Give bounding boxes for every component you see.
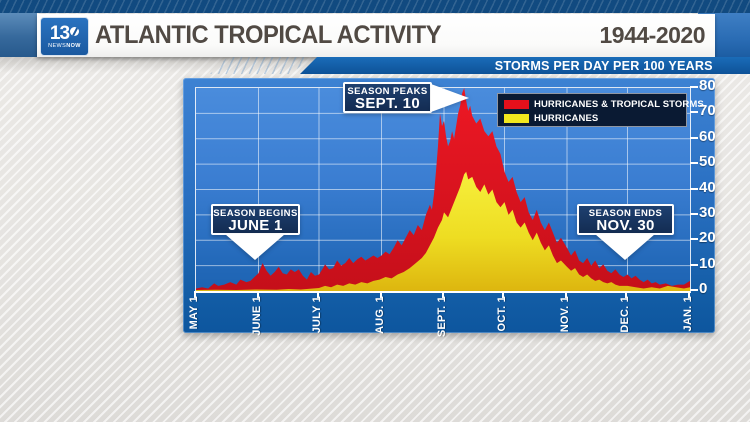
callout-ends-label: SEASON ENDS <box>588 208 663 219</box>
logo-news-text: NEWS <box>48 42 67 49</box>
callout-ends-value: NOV. 30 <box>596 217 655 234</box>
station-name: NEWSNOW <box>48 43 81 49</box>
chart-subtitle: STORMS PER DAY PER 100 YEARS <box>494 58 713 73</box>
y-axis-label: 30 <box>699 203 716 221</box>
chart-legend: HURRICANES & TROPICAL STORMS HURRICANES <box>497 93 704 127</box>
subtitle-hatch-decoration <box>210 57 310 74</box>
x-axis-tick <box>256 291 259 298</box>
storms-swatch-icon <box>504 100 529 109</box>
callout-peaks-label: SEASON PEAKS <box>347 86 428 97</box>
header-left-accent <box>0 13 37 57</box>
callout-ends-arrow-icon <box>595 234 655 260</box>
x-axis-tick <box>194 291 196 298</box>
y-axis-tick <box>690 162 698 165</box>
hurricanes-swatch-icon <box>504 114 529 123</box>
y-axis-label: 60 <box>699 127 716 145</box>
x-axis-tick <box>442 291 444 298</box>
x-axis-label: MAY 1 <box>188 296 200 330</box>
x-axis-label: JULY 1 <box>310 296 323 334</box>
top-banner-stripe <box>0 0 750 13</box>
legend-item-hurricanes: HURRICANES <box>504 112 686 125</box>
x-axis-label: DEC. 1 <box>619 296 632 333</box>
station-logo: 13 NEWSNOW <box>40 17 89 56</box>
y-axis-tick <box>690 111 698 114</box>
legend-item-storms: HURRICANES & TROPICAL STORMS <box>504 98 704 111</box>
y-axis-tick <box>690 187 698 190</box>
logo-13-text: 13 <box>49 22 70 44</box>
date-range: 1944-2020 <box>599 22 706 48</box>
y-axis-tick <box>690 238 698 241</box>
callout-peaks-value: SEPT. 10 <box>355 95 420 112</box>
x-axis-label: SEPT. 1 <box>436 296 448 338</box>
x-axis-tick <box>565 291 567 298</box>
x-axis-label: NOV. 1 <box>559 296 571 333</box>
callout-season-ends: SEASON ENDS NOV. 30 <box>577 204 674 235</box>
y-axis-label: 50 <box>699 153 716 171</box>
page-title: ATLANTIC TROPICAL ACTIVITY <box>95 21 442 49</box>
y-axis-label: 80 <box>699 77 716 94</box>
x-axis-label: JUNE 1 <box>250 296 263 336</box>
y-axis-label: 40 <box>699 178 716 196</box>
storms-area-series <box>196 88 690 291</box>
y-axis-tick <box>690 263 698 266</box>
x-axis-tick <box>688 291 690 298</box>
header-bar: 13 NEWSNOW ATLANTIC TROPICAL ACTIVITY 19… <box>37 14 715 57</box>
y-axis-tick <box>690 86 698 88</box>
station-number: 13 <box>49 22 80 44</box>
logo-now-text: NOW <box>66 42 81 49</box>
y-axis-label: 0 <box>699 280 708 297</box>
legend-label-storms: HURRICANES & TROPICAL STORMS <box>534 99 704 110</box>
callout-begins-label: SEASON BEGINS <box>213 208 298 219</box>
callout-begins-arrow-icon <box>225 234 285 260</box>
callout-season-begins: SEASON BEGINS JUNE 1 <box>211 204 300 235</box>
x-axis-tick <box>502 291 505 298</box>
x-axis-tick <box>379 291 382 298</box>
legend-label-hurricanes: HURRICANES <box>534 113 599 124</box>
subtitle-bar: STORMS PER DAY PER 100 YEARS <box>300 57 750 74</box>
y-axis-label: 70 <box>699 102 716 120</box>
callout-season-peaks: SEASON PEAKS SEPT. 10 <box>343 82 432 113</box>
x-axis-label: OCT. 1 <box>496 296 509 332</box>
x-axis-tick <box>316 291 319 298</box>
x-axis-label: JAN. 1 <box>682 296 694 332</box>
abc-circle-icon <box>70 26 80 36</box>
y-axis-label: 20 <box>699 229 716 247</box>
x-axis-tick <box>625 291 628 298</box>
callout-begins-value: JUNE 1 <box>228 217 283 234</box>
y-axis-tick <box>690 136 698 139</box>
callout-peaks-arrow-icon <box>431 84 469 112</box>
x-axis-label: AUG. 1 <box>373 296 386 334</box>
y-axis-tick <box>690 289 698 291</box>
y-axis-tick <box>690 212 698 215</box>
y-axis-label: 10 <box>699 254 716 272</box>
hurricanes-area-series <box>196 171 690 291</box>
